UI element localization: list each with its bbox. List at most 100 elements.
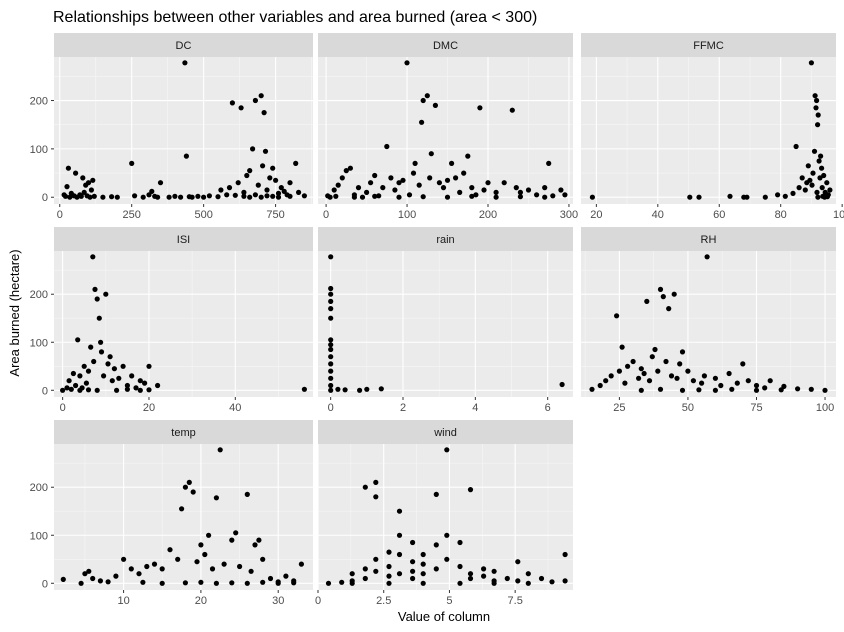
data-point — [813, 105, 819, 111]
data-point — [453, 175, 459, 181]
data-point — [260, 163, 266, 169]
data-point — [821, 172, 827, 179]
data-point — [189, 194, 195, 200]
data-point — [328, 306, 334, 312]
data-point — [410, 559, 416, 565]
data-point — [525, 187, 532, 193]
facet-panel-temp: temp 10 20 30 0 100 200 — [30, 420, 313, 607]
data-point — [814, 189, 820, 195]
data-point — [824, 180, 830, 186]
data-point — [258, 93, 264, 99]
data-point — [278, 185, 284, 191]
y-tick-label: 200 — [30, 482, 48, 494]
facet-panel-wind: wind 0 2.5 5 7.5 — [315, 420, 573, 607]
data-point — [252, 192, 258, 198]
data-point — [424, 93, 430, 99]
data-point — [386, 580, 392, 586]
x-tick-label: 200 — [479, 209, 497, 221]
data-point — [790, 190, 796, 196]
data-point — [73, 170, 79, 176]
data-point — [347, 165, 353, 171]
data-point — [335, 386, 341, 392]
strip-label-temp: temp — [171, 427, 195, 439]
x-tick-label: 40 — [229, 402, 241, 414]
data-point — [83, 380, 89, 386]
x-tick-label: 2 — [400, 402, 406, 414]
data-point — [86, 568, 92, 574]
data-point — [432, 102, 438, 108]
data-point — [85, 387, 92, 393]
data-point — [778, 387, 784, 393]
data-point — [546, 160, 552, 166]
data-point — [469, 185, 475, 191]
data-point — [256, 537, 262, 543]
data-point — [351, 194, 357, 200]
strip-label-rh: RH — [701, 234, 717, 246]
strip-rh — [581, 227, 836, 251]
data-point — [229, 100, 235, 106]
data-point — [638, 387, 644, 393]
data-point — [224, 192, 230, 198]
data-point — [328, 315, 334, 321]
data-point — [671, 291, 677, 297]
data-point — [362, 566, 368, 572]
data-point — [378, 386, 384, 392]
x-tick-label: 0 — [60, 402, 66, 414]
data-point — [109, 194, 115, 200]
y-tick-label: 0 — [42, 578, 48, 590]
data-point — [182, 484, 188, 490]
data-point — [811, 148, 818, 154]
data-point — [62, 193, 69, 199]
data-point — [461, 170, 467, 176]
data-point — [652, 346, 658, 353]
x-tick-label: 75 — [750, 402, 762, 414]
data-point — [328, 291, 334, 297]
data-point — [328, 337, 334, 343]
data-point — [81, 189, 87, 195]
y-tick-label: 200 — [30, 289, 48, 301]
data-point — [90, 575, 96, 582]
data-point — [107, 354, 113, 360]
data-point — [244, 491, 250, 497]
data-point — [146, 363, 152, 369]
data-point — [301, 386, 307, 392]
data-point — [60, 576, 66, 583]
data-point — [244, 580, 250, 586]
data-point — [396, 194, 402, 200]
data-point — [504, 575, 510, 582]
data-point — [238, 105, 244, 111]
data-point — [114, 387, 120, 393]
data-point — [175, 556, 181, 562]
data-point — [457, 580, 463, 586]
data-point — [64, 184, 70, 190]
data-point — [66, 378, 72, 384]
data-point — [328, 368, 334, 374]
data-point — [630, 358, 636, 365]
data-point — [328, 361, 334, 367]
data-point — [449, 160, 455, 166]
data-point — [202, 551, 208, 558]
strip-wind — [318, 420, 573, 444]
data-point — [660, 294, 666, 300]
data-point — [301, 193, 307, 199]
data-point — [229, 580, 235, 586]
data-point — [428, 151, 434, 157]
x-tick-label: 40 — [652, 209, 664, 221]
data-point — [98, 349, 105, 355]
x-tick-label: 6 — [545, 402, 551, 414]
data-point — [444, 556, 450, 562]
data-point — [444, 194, 451, 200]
data-point — [68, 386, 74, 392]
data-point — [64, 385, 70, 391]
data-point — [343, 168, 349, 174]
data-point — [357, 387, 363, 393]
data-point — [799, 175, 805, 181]
facet-panel-dc: DC 0 250 500 750 0 100 200 — [30, 33, 313, 221]
data-point — [493, 189, 499, 195]
data-point — [124, 382, 130, 389]
data-point — [542, 194, 548, 200]
y-tick-label: 100 — [30, 530, 48, 542]
data-point — [209, 566, 216, 572]
data-point — [90, 254, 96, 260]
